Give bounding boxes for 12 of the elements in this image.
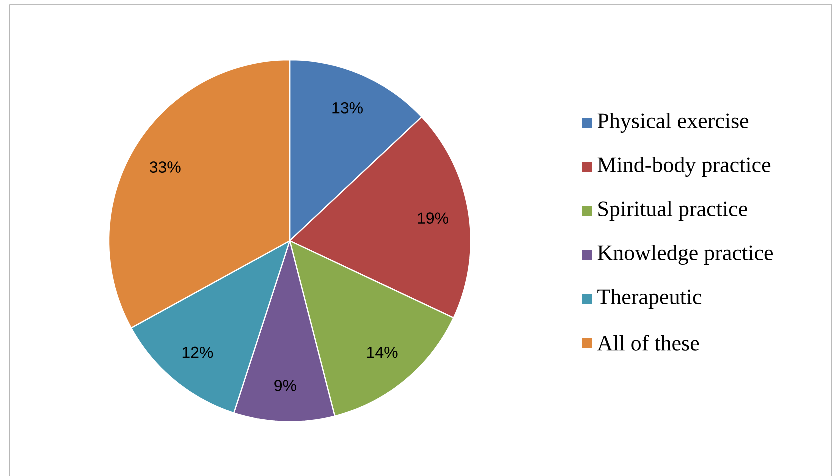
legend-label: Knowledge practice [598,244,773,266]
legend-label: Physical exercise [598,112,749,134]
data-label: 12% [182,346,214,358]
legend-label: Spiritual practice [598,201,748,221]
data-label: 13% [332,102,363,114]
legend-label: Mind-body practice [598,156,771,178]
data-label: 33% [150,162,181,173]
legend-label: All of these [597,335,700,351]
data-label: 14% [368,346,398,358]
legend-label: Therapeutic [598,289,702,309]
data-label: 19% [418,212,448,224]
data-label: 9% [274,380,296,392]
